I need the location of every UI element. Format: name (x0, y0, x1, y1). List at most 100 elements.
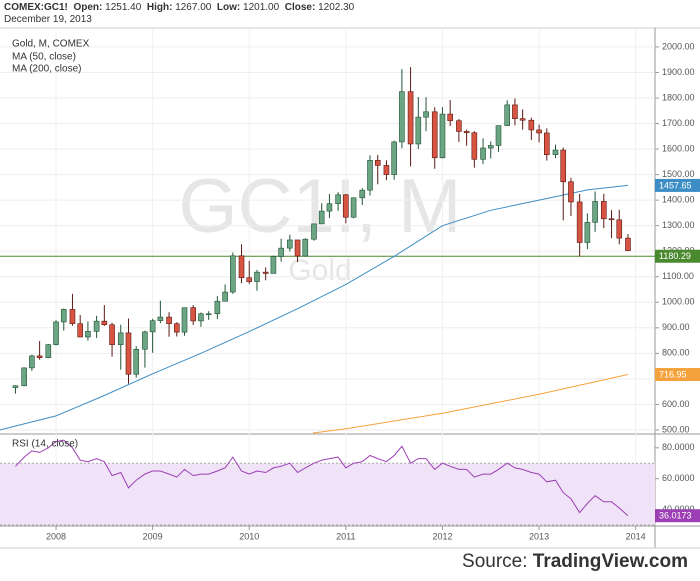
candle-body (600, 201, 607, 220)
candle-body (463, 131, 470, 134)
candle-body (198, 313, 204, 322)
y-tick-label: 1100.00 (662, 271, 694, 281)
candle-body (133, 348, 140, 375)
candle-body (12, 385, 19, 388)
candle-body (560, 149, 567, 183)
candle-body (335, 194, 341, 205)
watermark-sub: Gold (288, 254, 351, 287)
date-line: December 19, 2013 (4, 14, 354, 26)
rsi-line (15, 439, 629, 517)
candle-body (214, 300, 221, 315)
y-tick-label: 1400.00 (662, 195, 695, 205)
legend-title: Gold, M, COMEX (12, 39, 90, 50)
candle-body (576, 201, 583, 243)
candle-body (431, 111, 438, 159)
candle-body (625, 237, 631, 251)
last-value-label: 36.0173 (659, 511, 692, 521)
candle-body (173, 323, 180, 333)
source-brand: TradingView.com (533, 551, 688, 572)
source-prefix: Source: (462, 551, 533, 572)
x-tick-label: 2012 (432, 531, 452, 541)
field-label: Close: (284, 2, 316, 13)
candle-body (439, 113, 446, 159)
candle-body (246, 277, 253, 282)
candle-body (77, 323, 83, 338)
y-tick-label: 40.0000 (662, 504, 695, 514)
y-tick-label: 1900.00 (662, 67, 695, 77)
candle-body (480, 147, 486, 160)
y-tick-label: 1500.00 (662, 169, 695, 179)
field-label: Open: (73, 2, 103, 13)
x-tick-label: 2010 (239, 531, 259, 541)
header-line: COMEX:GC1! Open: 1251.40 High: 1267.00 L… (4, 2, 354, 14)
last-value-label: 1180.29 (659, 251, 691, 261)
candle-body (45, 344, 52, 358)
candle-body (343, 194, 349, 218)
candle-body (254, 271, 260, 282)
candle-body (53, 321, 59, 345)
candle-body (294, 239, 301, 257)
candle-body (287, 239, 293, 249)
watermark: GC1!, M (179, 164, 462, 249)
candle-body (262, 271, 269, 274)
candle-body (504, 104, 510, 126)
candle-body (190, 307, 197, 322)
candle-body (36, 355, 43, 358)
candle-body (359, 189, 366, 199)
candle-body (407, 91, 414, 145)
last-value-box (655, 178, 700, 192)
legend-entry: MA (200, close) (12, 64, 81, 75)
candle-body (519, 118, 526, 121)
candle-body (487, 145, 494, 149)
candle-body (423, 111, 429, 118)
candle-body (69, 309, 76, 325)
candle-body (512, 104, 518, 119)
candle-body (302, 238, 309, 257)
y-tick-label: 600.00 (662, 399, 690, 409)
field-value: 1251.40 (105, 2, 142, 13)
date: December 19, 2013 (4, 14, 92, 25)
candle-body (616, 219, 623, 239)
field-label: High: (146, 2, 173, 13)
candle-body (471, 132, 478, 160)
candle-body (608, 218, 615, 221)
candle-body (495, 125, 502, 146)
candle-body (149, 320, 156, 333)
candle-body (166, 316, 172, 325)
candle-body (117, 332, 124, 345)
candle-body (543, 132, 550, 155)
last-value-box (655, 368, 700, 382)
y-tick-label: 2000.00 (662, 41, 695, 51)
candle-body (238, 255, 245, 279)
y-tick-label: 500.00 (662, 424, 690, 434)
y-tick-label: 60.0000 (662, 473, 695, 483)
candle-body (415, 116, 422, 145)
legend-entry: RSI (14, close) (12, 439, 78, 450)
candle-body (205, 313, 212, 316)
symbol: COMEX:GC1! (4, 2, 68, 13)
y-tick-label: 80.0000 (662, 442, 695, 452)
candle-body (584, 222, 591, 243)
x-tick-label: 2011 (336, 531, 355, 541)
candle-body (528, 119, 535, 131)
candle-body (222, 291, 228, 302)
candle-body (391, 141, 397, 175)
y-tick-label: 800.00 (662, 348, 690, 358)
last-value-label: 716.95 (659, 369, 687, 379)
candle-body (552, 149, 559, 155)
candle-body (367, 160, 373, 191)
candle-body (311, 223, 317, 240)
legend-entry: MA (50, close) (12, 52, 76, 63)
candle-body (399, 91, 405, 143)
candle-body (592, 201, 598, 223)
candle-body (85, 331, 91, 338)
y-tick-label: 1300.00 (662, 220, 695, 230)
y-tick-label: 1600.00 (662, 143, 695, 153)
field-value: 1201.00 (243, 2, 280, 13)
candle-body (326, 203, 333, 212)
y-tick-label: 900.00 (662, 322, 690, 332)
candle-body (125, 332, 132, 375)
candle-body (456, 120, 462, 132)
